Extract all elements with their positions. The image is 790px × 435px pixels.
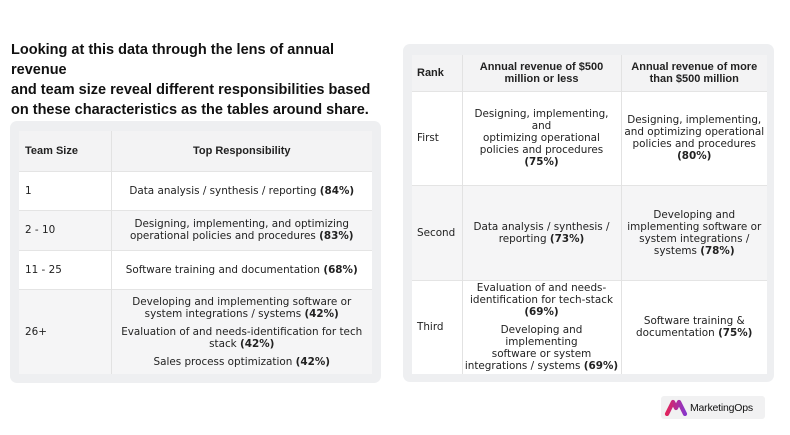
responsibility-text: Sales process optimization xyxy=(153,355,293,368)
table-row: First Designing, implementing, and optim… xyxy=(412,90,767,185)
cell-line: Data analysis / synthesis / xyxy=(473,220,610,233)
table-row: Third Evaluation of and needs- identific… xyxy=(412,279,767,374)
table-row: Second Data analysis / synthesis / repor… xyxy=(412,184,767,280)
percentage: (42%) xyxy=(304,307,339,320)
column-header-large-revenue: Annual revenue of more than $500 million xyxy=(620,55,767,91)
large-revenue-cell: Developing and implementing software or … xyxy=(620,184,767,280)
responsibility-text: Software training and documentation xyxy=(125,263,321,276)
cell-line: documentation xyxy=(636,327,715,340)
revenue-table: Rank Annual revenue of $500 million or l… xyxy=(412,55,767,374)
rank-cell: Second xyxy=(412,184,462,280)
column-header-team-size: Team Size xyxy=(19,131,111,171)
table-row: 26+ Developing and implementing software… xyxy=(19,288,372,374)
cell-line: systems xyxy=(653,244,697,257)
cell-line: Designing, implementing, xyxy=(627,114,762,126)
large-revenue-cell: Software training & documentation (75%) xyxy=(620,279,767,374)
percentage: (75%) xyxy=(718,327,753,340)
intro-line-3: on these characteristics as the tables a… xyxy=(11,102,369,118)
cell-line: optimizing operational xyxy=(483,132,600,144)
table-row: 11 - 25 Software training and documentat… xyxy=(19,249,372,289)
team-size-cell: 2 - 10 xyxy=(19,209,111,250)
intro-heading: Looking at this data through the lens of… xyxy=(11,40,381,120)
team-size-cell: 11 - 25 xyxy=(19,249,111,289)
percentage: (42%) xyxy=(295,355,331,368)
responsibility-text: Designing, implementing, and optimizing xyxy=(134,218,350,230)
responsibility-text: Data analysis / synthesis / reporting xyxy=(129,184,317,197)
percentage: (83%) xyxy=(319,230,354,242)
responsibility-text: system integrations / systems xyxy=(144,307,302,320)
revenue-panel: Rank Annual revenue of $500 million or l… xyxy=(403,44,774,382)
table-header-row: Rank Annual revenue of $500 million or l… xyxy=(412,55,767,91)
team-size-table: Team Size Top Responsibility 1 Data anal… xyxy=(19,131,372,374)
responsibility-cell: Developing and implementing software or … xyxy=(110,288,372,374)
table-header-row: Team Size Top Responsibility xyxy=(19,131,372,171)
percentage: (68%) xyxy=(323,263,358,276)
responsibility-text: Evaluation of and needs-identification f… xyxy=(121,325,363,338)
responsibility-text: operational policies and procedures xyxy=(129,230,316,242)
cell-line: Evaluation of and needs- xyxy=(476,282,607,295)
responsibility-text: stack xyxy=(209,337,237,350)
team-size-cell: 1 xyxy=(19,170,111,210)
team-size-panel: Team Size Top Responsibility 1 Data anal… xyxy=(10,121,381,383)
percentage: (42%) xyxy=(240,337,275,350)
cell-line: and optimizing operational xyxy=(624,126,765,138)
responsibility-item: Sales process optimization (42%) xyxy=(118,356,367,368)
intro-line-1: Looking at this data through the lens of… xyxy=(11,42,335,78)
cell-line: reporting xyxy=(498,232,547,245)
cell-line: Developing and implementing xyxy=(500,324,583,349)
percentage: (69%) xyxy=(583,360,619,373)
cell-line: implementing software or xyxy=(627,220,762,233)
header-line: Annual revenue of $500 xyxy=(479,60,604,73)
brand-name: MarketingOps xyxy=(690,401,753,414)
cell-line: Designing, implementing, and xyxy=(474,108,609,132)
cell-line: policies and procedures xyxy=(479,144,604,156)
column-header-small-revenue: Annual revenue of $500 million or less xyxy=(461,55,621,91)
percentage: (78%) xyxy=(700,244,735,257)
percentage: (73%) xyxy=(549,232,585,245)
cell-line: software or system xyxy=(491,348,592,361)
header-line: than $500 million xyxy=(649,72,739,85)
column-header-top-responsibility: Top Responsibility xyxy=(110,131,372,171)
cell-line: Developing and xyxy=(653,208,736,221)
small-revenue-cell: Data analysis / synthesis / reporting (7… xyxy=(461,184,621,280)
cell-line: policies and procedures xyxy=(632,138,756,150)
cell-line: identification for tech-stack xyxy=(470,294,613,307)
responsibility-item: Evaluation of and needs-identification f… xyxy=(118,326,367,350)
rank-cell: Third xyxy=(412,279,462,374)
small-revenue-cell: Evaluation of and needs- identification … xyxy=(461,279,621,374)
table-row: 2 - 10 Designing, implementing, and opti… xyxy=(19,209,372,250)
marketingops-logo: MarketingOps xyxy=(661,396,765,419)
team-size-cell: 26+ xyxy=(19,288,111,374)
percentage: (84%) xyxy=(319,184,355,197)
percentage: (69%) xyxy=(524,306,559,319)
column-header-rank: Rank xyxy=(412,55,462,91)
header-line: Annual revenue of more xyxy=(631,60,758,73)
cell-line: integrations / systems xyxy=(464,360,581,373)
small-revenue-cell: Designing, implementing, and optimizing … xyxy=(461,90,621,185)
responsibility-text: Developing and implementing software or xyxy=(132,295,352,308)
brand-mark-icon xyxy=(664,399,688,416)
rank-cell: First xyxy=(412,90,462,185)
percentage: (75%) xyxy=(524,156,559,168)
responsibility-cell: Designing, implementing, and optimizing … xyxy=(110,209,372,250)
percentage: (80%) xyxy=(677,150,712,162)
responsibility-cell: Data analysis / synthesis / reporting (8… xyxy=(110,170,372,210)
header-line: million or less xyxy=(504,72,579,85)
cell-line: system integrations / xyxy=(639,232,750,245)
table-row: 1 Data analysis / synthesis / reporting … xyxy=(19,170,372,210)
large-revenue-cell: Designing, implementing, and optimizing … xyxy=(620,90,767,185)
intro-line-2: and team size reveal different responsib… xyxy=(11,82,371,98)
responsibility-cell: Software training and documentation (68%… xyxy=(110,249,372,289)
cell-line: Software training & xyxy=(643,315,745,328)
